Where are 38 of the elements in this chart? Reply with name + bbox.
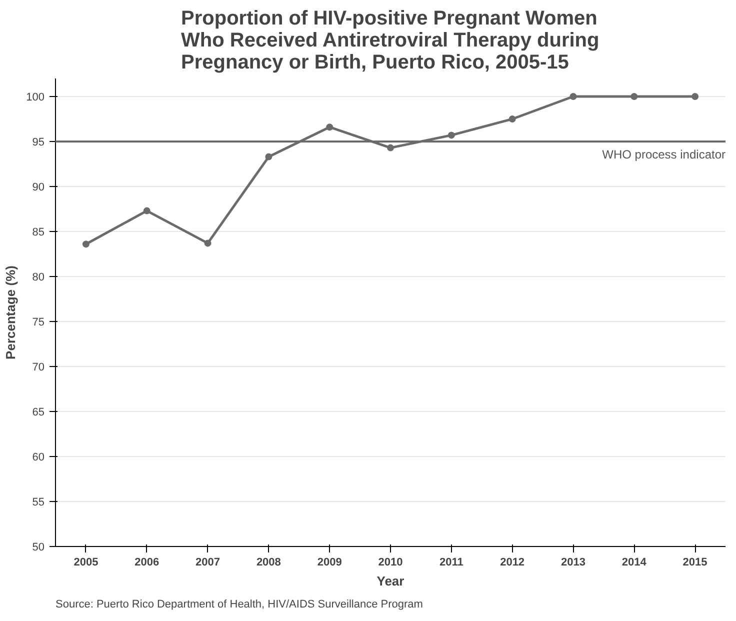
x-tick-label: 2005 <box>74 556 98 568</box>
x-axis-title: Year <box>376 574 404 588</box>
point <box>387 144 394 152</box>
y-tick-label: 65 <box>32 406 45 418</box>
point <box>82 240 90 248</box>
y-tick-label: 70 <box>32 362 45 374</box>
x-tick-label: 2009 <box>317 556 342 568</box>
x-tick-label: 2014 <box>622 556 648 568</box>
x-tick-label: 2015 <box>682 556 708 568</box>
y-tick-label: 75 <box>32 316 45 328</box>
point <box>326 124 334 131</box>
point <box>204 240 212 247</box>
point <box>265 153 272 160</box>
chart-title: Proportion of HIV-positive Pregnant Women Who Received Antiretroviral Therapy during Pregnancy or Birth, Puerto Rico, 2005-15 <box>181 8 600 74</box>
x-tick-label: 2007 <box>196 556 220 568</box>
y-tick-label: 90 <box>32 182 45 194</box>
y-tick-label: 55 <box>32 496 45 508</box>
x-tick-label: 2013 <box>560 556 586 568</box>
x-tick-label: 2011 <box>439 556 464 568</box>
point <box>630 93 638 100</box>
point <box>570 93 577 100</box>
ref-line-label: WHO process indicator <box>602 148 726 162</box>
point <box>692 93 699 100</box>
x-tick-label: 2012 <box>500 556 525 568</box>
y-axis-title: Percentage (%) <box>3 266 18 360</box>
point <box>448 132 455 139</box>
y-tick-label: 60 <box>32 452 45 464</box>
x-tick-label: 2010 <box>378 556 403 568</box>
y-tick-label: 85 <box>32 226 45 238</box>
y-tick-label: 100 <box>26 92 45 104</box>
x-tick-label: 2008 <box>256 556 281 568</box>
y-tick-label: 50 <box>32 542 45 554</box>
point <box>508 116 516 122</box>
x-tick-label: 2006 <box>134 556 160 568</box>
y-tick-label: 95 <box>32 136 45 148</box>
point <box>143 207 150 214</box>
source-note: Source: Puerto Rico Department of Health, HIV/AIDS Surveillance Program <box>56 598 423 610</box>
y-tick-label: 80 <box>32 272 45 284</box>
